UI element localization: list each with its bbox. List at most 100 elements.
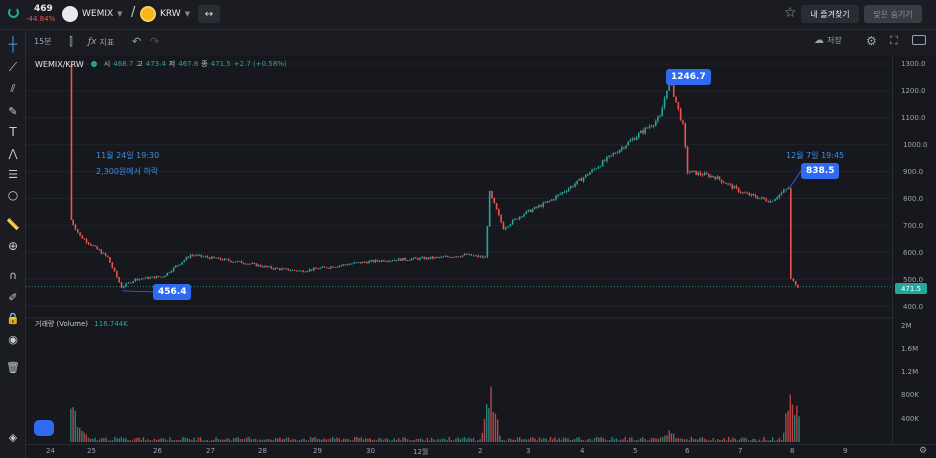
candle-body [153,276,156,279]
volume-bar [650,437,653,442]
candle-body [247,263,249,265]
volume-bar [323,438,325,442]
lock-icon[interactable]: 🔒 [6,311,20,325]
hide-button[interactable]: 맞은 숨기기 [864,5,922,23]
volume-bar [270,439,272,442]
volume-bar [534,438,536,442]
base-symbol-selector[interactable]: WEMIX ▼ [62,6,123,22]
chevron-down-icon: ▼ [184,10,191,18]
indicators-button[interactable]: ƒx 지표 [88,35,114,49]
price-tick: 700.0 [903,222,924,230]
auto-scale-icon[interactable]: ⚙ [919,446,928,456]
high-callout[interactable]: 1246.7 [666,69,711,85]
candle-body [204,256,207,258]
candle-type-icon[interactable]: ⫿ [69,35,73,48]
pair-divider: / [131,5,136,20]
candle-body [646,127,649,129]
candle-body [778,194,781,198]
low-callout-leader [122,290,155,293]
time-axis[interactable]: 24 25 26 27 28 29 30 12월 2 3 4 5 6 7 8 9… [26,444,936,458]
brush-icon[interactable]: ✎ [8,104,18,118]
candle-body [74,224,77,230]
save-button[interactable]: ☁ 저장 [814,35,842,46]
price-axis[interactable]: 1300.0 1200.0 1100.0 1000.0 900.0 800.0 … [892,56,936,444]
undo-icon[interactable]: ↶ [132,35,142,48]
camera-icon[interactable] [912,35,926,45]
candle-body [481,256,484,258]
candle-body [400,258,402,261]
volume-bar [158,439,160,442]
zoom-in-icon[interactable]: ⊕ [7,239,19,253]
candle-body [89,243,92,246]
redo-icon[interactable]: ↷ [150,35,160,48]
volume-bar [371,440,373,442]
candle-body [663,98,666,108]
candle-body [179,264,181,266]
volume-bar [265,439,268,442]
candle-body [321,266,324,268]
volume-bar [329,438,332,442]
last-callout[interactable]: 838.5 [801,163,840,179]
candle-body [727,183,729,185]
interval-selector[interactable]: 15분 [34,37,52,46]
trash-icon[interactable]: 🗑 [6,360,20,374]
swap-pair-button[interactable]: ↔ [198,5,220,23]
magnet-icon[interactable]: ∩ [8,268,18,282]
volume-bar [114,436,116,442]
candle-body [249,263,251,265]
chart-area[interactable]: WEMIX/KRW 시 468.7 고 473.4 저 467.8 종 471.5 +2… [26,56,892,444]
candle-body [550,199,553,201]
eye-icon[interactable]: ◉ [8,332,18,346]
price-tick: 1000.0 [903,141,928,149]
price-chart[interactable] [26,56,892,444]
volume-bar [615,438,618,442]
time-tick: 25 [87,447,96,455]
low-callout[interactable]: 456.4 [153,284,192,300]
volume-bar [428,440,431,442]
parallel-channel-icon[interactable]: ⫽ [10,82,16,95]
volume-bar [103,437,105,442]
lock-drawing-icon[interactable]: ✐ [8,290,18,304]
candle-body [672,83,675,97]
candle-body [242,263,245,264]
circle-shape-icon[interactable]: ○ [7,188,19,202]
fib-icon[interactable]: ☰ [8,167,18,181]
candle-body [406,260,409,261]
pattern-icon[interactable]: ⋀ [8,146,18,160]
volume-bar [512,439,514,442]
fullscreen-icon[interactable]: ⛶ [890,34,898,47]
volume-bar [571,439,574,442]
candle-body [479,256,482,258]
text-tool-icon[interactable]: T [9,125,17,139]
volume-bar [296,440,299,442]
layers-icon[interactable]: ◈ [8,430,18,444]
favorites-button[interactable]: 내 즐겨찾기 [801,5,859,23]
volume-bar [254,438,257,442]
volume-bar [182,436,184,442]
candle-body [232,261,234,263]
candle-body [440,256,443,258]
quote-symbol-selector[interactable]: KRW ▼ [140,6,190,22]
star-icon[interactable]: ☆ [784,5,797,21]
crosshair-icon[interactable]: ┼ [8,37,18,53]
trend-line-icon[interactable]: ⟋ [8,59,18,74]
volume-bar [516,437,519,442]
volume-bar [219,439,222,442]
ruler-icon[interactable]: 📏 [6,217,20,231]
volume-bar [316,438,318,442]
candle-body [538,205,540,208]
volume-bar [752,438,754,442]
candle-body [255,263,258,267]
candle-body [127,282,130,284]
candle-body [98,249,101,251]
volume-bar [318,439,321,442]
volume-bar [738,439,741,442]
legend-open: 468.7 [113,60,134,68]
candle-body [196,255,198,256]
volume-bar [760,440,763,442]
candle-body [666,90,668,99]
tradingview-logo[interactable] [34,420,54,436]
volume-bar [496,419,499,442]
settings-gear-icon[interactable]: ⚙ [866,34,877,48]
candle-body [202,256,205,258]
